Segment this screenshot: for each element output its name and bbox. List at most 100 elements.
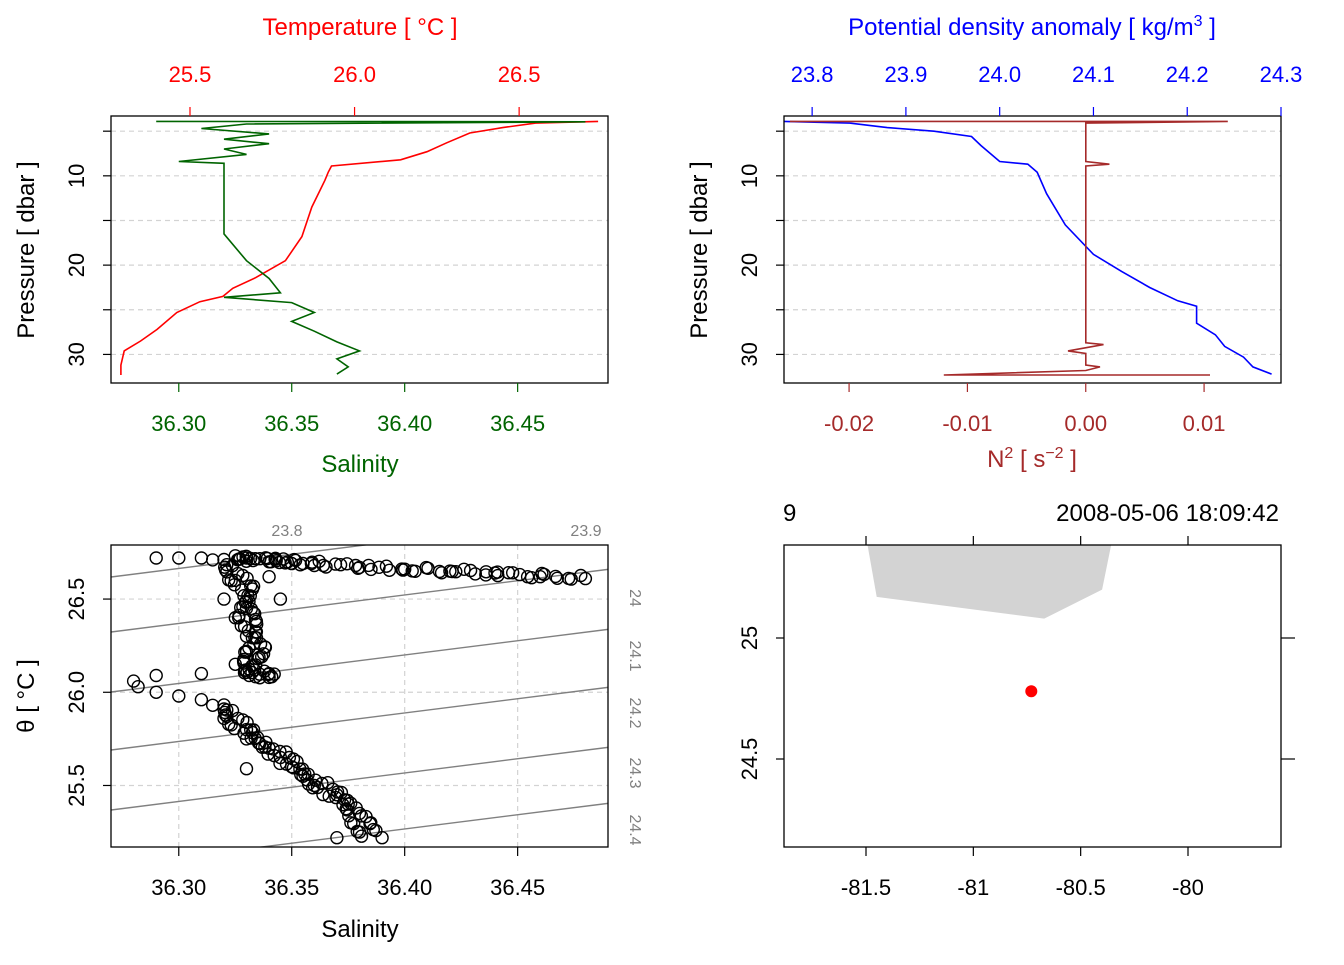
- n2-tick-label: 0.00: [1064, 411, 1107, 436]
- ts-point: [237, 726, 251, 740]
- density-profile-frame: [783, 115, 1282, 384]
- ts-point: [308, 773, 323, 787]
- temperature-tick-label: 25.5: [169, 62, 212, 87]
- density-axis-label-end: ]: [1203, 14, 1216, 41]
- pressure-tick-label: 30: [737, 342, 762, 366]
- ts-point: [395, 562, 409, 576]
- land-polygon: [867, 545, 1112, 619]
- ts-point: [408, 564, 422, 578]
- ts-point: [239, 762, 254, 776]
- ts-point: [131, 680, 145, 694]
- ts-point: [242, 668, 256, 683]
- ts-point: [434, 566, 449, 580]
- ts-point: [305, 555, 319, 569]
- ts-point: [238, 645, 252, 659]
- temperature-tick-label: 26.5: [498, 62, 541, 87]
- ts-profile-ticks: 10 20 30 25.5 26.0 26.5 36.30 36.35 36.40 36.45: [64, 62, 545, 436]
- ts-point: [224, 574, 238, 588]
- ts-point: [237, 620, 252, 634]
- ts-point: [288, 553, 303, 568]
- salinity-tick-label: 36.40: [377, 875, 432, 900]
- ts-point: [220, 565, 234, 579]
- ts-point: [340, 793, 354, 807]
- station-marker: [1025, 685, 1038, 698]
- ts-point: [550, 571, 564, 585]
- pressure-tick-label: 20: [64, 253, 89, 277]
- ts-point: [262, 570, 276, 584]
- ts-point: [240, 665, 254, 679]
- pressure-axis-label-right: Pressure [ dbar ]: [686, 161, 713, 338]
- ts-point: [286, 761, 301, 775]
- ts-point: [273, 592, 288, 606]
- ts-point: [149, 551, 163, 565]
- ts-point: [267, 667, 281, 681]
- ts-point: [266, 742, 280, 756]
- n2-tick-label: -0.02: [824, 411, 874, 436]
- isopycnal-label: 24.2: [626, 697, 643, 728]
- density-axis-label: Potential density anomaly [ kg/m3 ]: [848, 13, 1216, 41]
- salinity-tick-label: 36.35: [264, 875, 319, 900]
- ts-point: [273, 756, 287, 771]
- ts-point: [354, 829, 369, 843]
- ts-point: [359, 809, 373, 824]
- ts-point: [301, 777, 316, 791]
- ts-point: [239, 554, 254, 568]
- ts-point: [233, 552, 247, 566]
- ts-point: [449, 565, 463, 579]
- isopycnal-label: 24.1: [626, 640, 643, 671]
- ts-point: [194, 693, 209, 707]
- ts-point: [172, 689, 186, 703]
- ts-point: [286, 752, 301, 766]
- map-land-layer: [867, 545, 1112, 619]
- n2-axis-label-sup2: −2: [1045, 445, 1063, 462]
- ts-point: [218, 708, 233, 722]
- ts-point: [342, 809, 356, 823]
- ts-point: [506, 566, 520, 580]
- ts-profile-series: [120, 120, 599, 375]
- density-axis-label-sup: 3: [1194, 13, 1203, 30]
- ts-point: [220, 709, 234, 724]
- longitude-tick-label: -81: [957, 875, 989, 900]
- ts-point: [243, 551, 258, 566]
- ts-point: [246, 605, 261, 620]
- ts-point: [205, 698, 220, 712]
- density-profile-grid: [784, 130, 1281, 356]
- ts-point: [369, 823, 383, 838]
- n2-axis-label-main: N: [987, 446, 1004, 473]
- longitude-tick-label: -80.5: [1056, 875, 1106, 900]
- map-frame: [783, 544, 1282, 848]
- density-line: [783, 120, 1272, 375]
- ts-point: [256, 647, 271, 661]
- density-tick-label: 24.1: [1072, 62, 1115, 87]
- pressure-tick-label: 10: [64, 164, 89, 188]
- latitude-tick-label: 25: [737, 626, 762, 650]
- ts-point: [149, 668, 163, 683]
- n2-axis-label-mid: [ s: [1013, 446, 1045, 473]
- ts-point: [258, 740, 272, 754]
- ts-point: [524, 571, 539, 585]
- density-tick-label: 24.3: [1260, 62, 1303, 87]
- ts-point: [347, 816, 361, 831]
- ts-point: [316, 787, 330, 802]
- density-profile-ticks: 10 20 30 23.8 23.9 24.0 24.1 24.2 24.3 -0.02 -0.01…: [737, 62, 1302, 436]
- density-profile-series: [783, 120, 1272, 376]
- ts-point: [260, 551, 275, 566]
- isopycnal-line: [111, 568, 608, 633]
- pressure-axis-label: Pressure [ dbar ]: [13, 161, 40, 338]
- ts-point: [172, 551, 186, 565]
- ts-point: [382, 563, 397, 577]
- n2-line: [789, 120, 1228, 376]
- theta-axis-label: θ [ °C ]: [13, 659, 40, 733]
- ts-point: [220, 703, 234, 717]
- ts-point: [252, 650, 266, 665]
- temperature-tick-label: 26.0: [333, 62, 376, 87]
- ts-point: [364, 562, 378, 577]
- density-tick-label: 24.2: [1166, 62, 1209, 87]
- ts-diagram-ticks: 36.30 36.35 36.40 36.45 25.5 26.0 26.5: [64, 578, 545, 900]
- ts-point: [149, 685, 163, 699]
- ts-point: [194, 551, 209, 565]
- ts-points: [126, 549, 593, 845]
- theta-tick-label: 25.5: [64, 764, 89, 807]
- pressure-tick-label: 10: [737, 164, 762, 188]
